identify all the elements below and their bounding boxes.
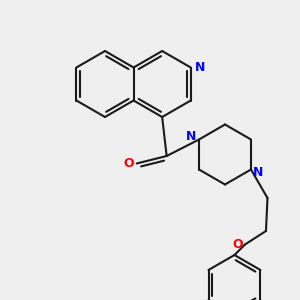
Text: N: N xyxy=(195,61,206,74)
Text: O: O xyxy=(232,238,243,251)
Text: N: N xyxy=(186,130,197,143)
Text: O: O xyxy=(124,157,134,170)
Text: N: N xyxy=(253,166,264,179)
